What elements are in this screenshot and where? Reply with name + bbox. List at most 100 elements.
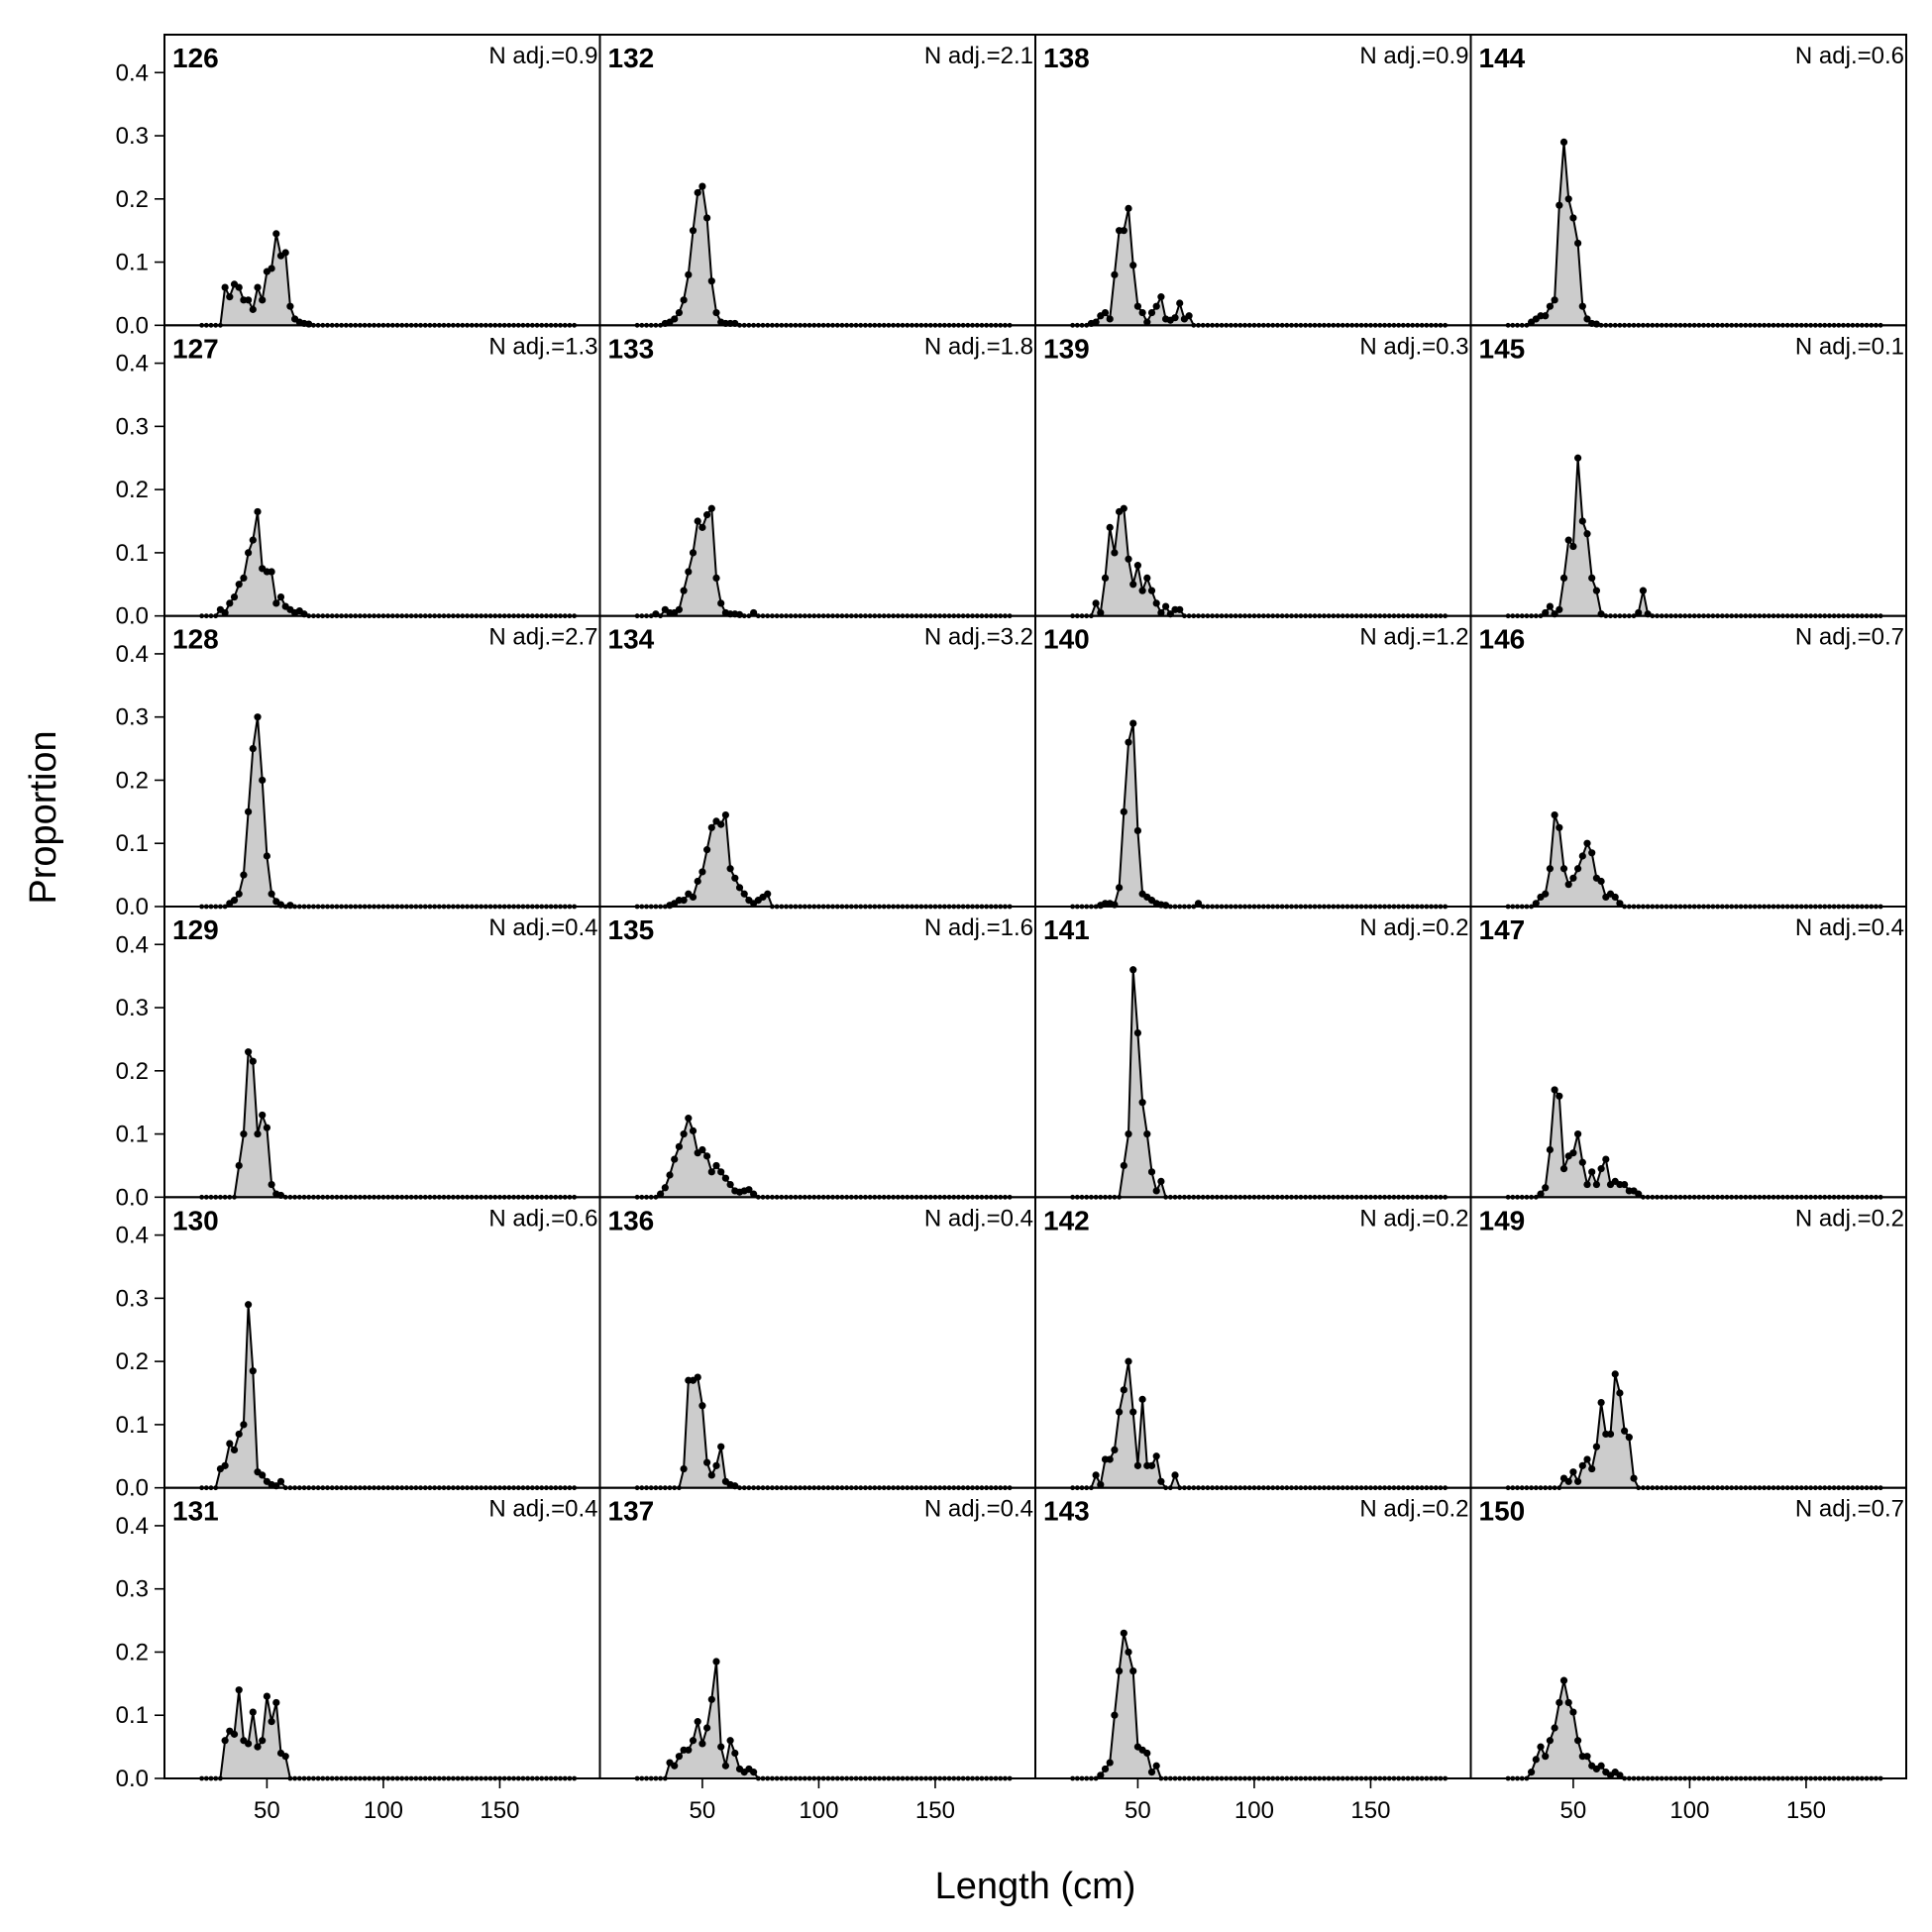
y-tick-label: 0.4 <box>116 1513 149 1540</box>
data-point <box>1101 1765 1110 1773</box>
data-point <box>1097 608 1105 617</box>
data-point <box>1616 1389 1624 1397</box>
data-point <box>1592 587 1601 594</box>
data-point <box>254 1129 262 1138</box>
panel-label: 129 <box>172 914 219 945</box>
panel-142-frame <box>1034 1196 1472 1489</box>
panel-144: 144 N adj.=0.6 <box>1469 34 1907 328</box>
data-point <box>1092 318 1100 326</box>
panel-150-frame <box>1469 1486 1907 1779</box>
data-point <box>1129 1666 1137 1675</box>
data-point <box>689 893 698 902</box>
data-point <box>240 871 248 879</box>
data-point <box>1101 574 1110 583</box>
data-point <box>235 1686 243 1694</box>
panel-138-frame <box>1034 34 1472 327</box>
data-point <box>259 1111 267 1120</box>
panel-label: 136 <box>608 1205 655 1235</box>
data-point <box>671 1762 679 1770</box>
panel-132-points <box>634 182 1013 328</box>
panel-146: 146 N adj.=0.7 <box>1469 614 1907 910</box>
data-point <box>698 868 706 876</box>
panel-149-area <box>1508 1373 1881 1488</box>
data-point <box>1606 1430 1615 1439</box>
data-point <box>1559 1165 1568 1173</box>
data-point <box>1546 865 1555 873</box>
y-tick-label: 0.3 <box>116 1576 149 1603</box>
data-point <box>1106 315 1114 323</box>
data-point <box>1578 517 1586 525</box>
data-point <box>1111 1446 1119 1454</box>
data-point <box>750 1769 758 1776</box>
data-point <box>254 507 262 516</box>
data-point <box>694 1373 701 1381</box>
data-point <box>1171 314 1179 322</box>
data-point <box>1588 574 1596 583</box>
y-tick-label: 0.3 <box>116 123 149 150</box>
panel-label: 140 <box>1043 624 1090 655</box>
data-point <box>1556 605 1563 613</box>
data-point <box>1556 1092 1563 1100</box>
panel-127-frame <box>163 324 601 617</box>
data-point <box>707 277 715 285</box>
data-point <box>1588 849 1596 857</box>
panel-129-frame <box>163 906 601 1199</box>
data-point <box>1097 1480 1105 1489</box>
data-point <box>1556 1698 1563 1707</box>
data-point <box>703 1152 711 1160</box>
data-point <box>235 581 243 589</box>
panel-142-area <box>1072 1361 1446 1488</box>
data-point <box>703 1724 711 1732</box>
panel-134-area <box>637 814 1011 907</box>
panel-nadj: N adj.=0.6 <box>1795 43 1904 69</box>
data-point <box>1583 839 1591 847</box>
x-tick-label: 100 <box>1669 1797 1709 1824</box>
data-point <box>268 568 275 576</box>
data-point <box>689 1127 698 1134</box>
panel-130-line <box>201 1304 575 1489</box>
y-tick-label: 0.2 <box>116 1639 149 1665</box>
data-point <box>1569 1708 1577 1716</box>
panel-141: 141 N adj.=0.2 <box>1034 906 1472 1200</box>
panel-135-area <box>637 1118 1011 1198</box>
data-point <box>1147 1769 1156 1776</box>
data-point <box>286 902 294 910</box>
data-point <box>1569 214 1577 222</box>
data-point <box>1592 320 1601 328</box>
panel-134: 134 N adj.=3.2 <box>598 614 1036 910</box>
data-point <box>249 744 257 753</box>
data-point <box>245 807 253 815</box>
data-point <box>1635 608 1643 617</box>
panel-142: 142 N adj.=0.2 <box>1034 1196 1472 1491</box>
data-point <box>1592 1180 1601 1189</box>
data-point <box>1120 504 1127 512</box>
data-point <box>671 315 679 323</box>
data-point <box>1129 262 1137 269</box>
y-tick-label: 0.3 <box>116 995 149 1021</box>
panel-143: 143 N adj.=0.2 <box>1034 1486 1472 1781</box>
data-point <box>1621 1427 1629 1435</box>
data-point <box>249 1708 257 1716</box>
data-point <box>1125 738 1132 746</box>
panel-147-area <box>1508 1089 1881 1198</box>
data-point <box>1569 1149 1577 1157</box>
data-point <box>680 1464 688 1473</box>
data-point <box>689 1737 698 1745</box>
data-point <box>1569 874 1577 882</box>
y-tick-label: 0.0 <box>116 1766 149 1792</box>
data-point <box>1116 1408 1124 1416</box>
data-point <box>726 865 734 873</box>
data-point <box>1106 1759 1114 1767</box>
data-point <box>750 608 758 617</box>
data-point <box>1147 1461 1156 1469</box>
data-point <box>235 1430 243 1439</box>
data-point <box>249 536 257 544</box>
panel-137-frame <box>598 1486 1036 1779</box>
data-point <box>685 1746 693 1754</box>
data-point <box>235 1161 243 1170</box>
panel-150: 150 N adj.=0.7 <box>1469 1486 1907 1781</box>
data-point <box>721 1762 730 1770</box>
panel-label: 147 <box>1479 914 1526 945</box>
data-point <box>1162 902 1170 910</box>
